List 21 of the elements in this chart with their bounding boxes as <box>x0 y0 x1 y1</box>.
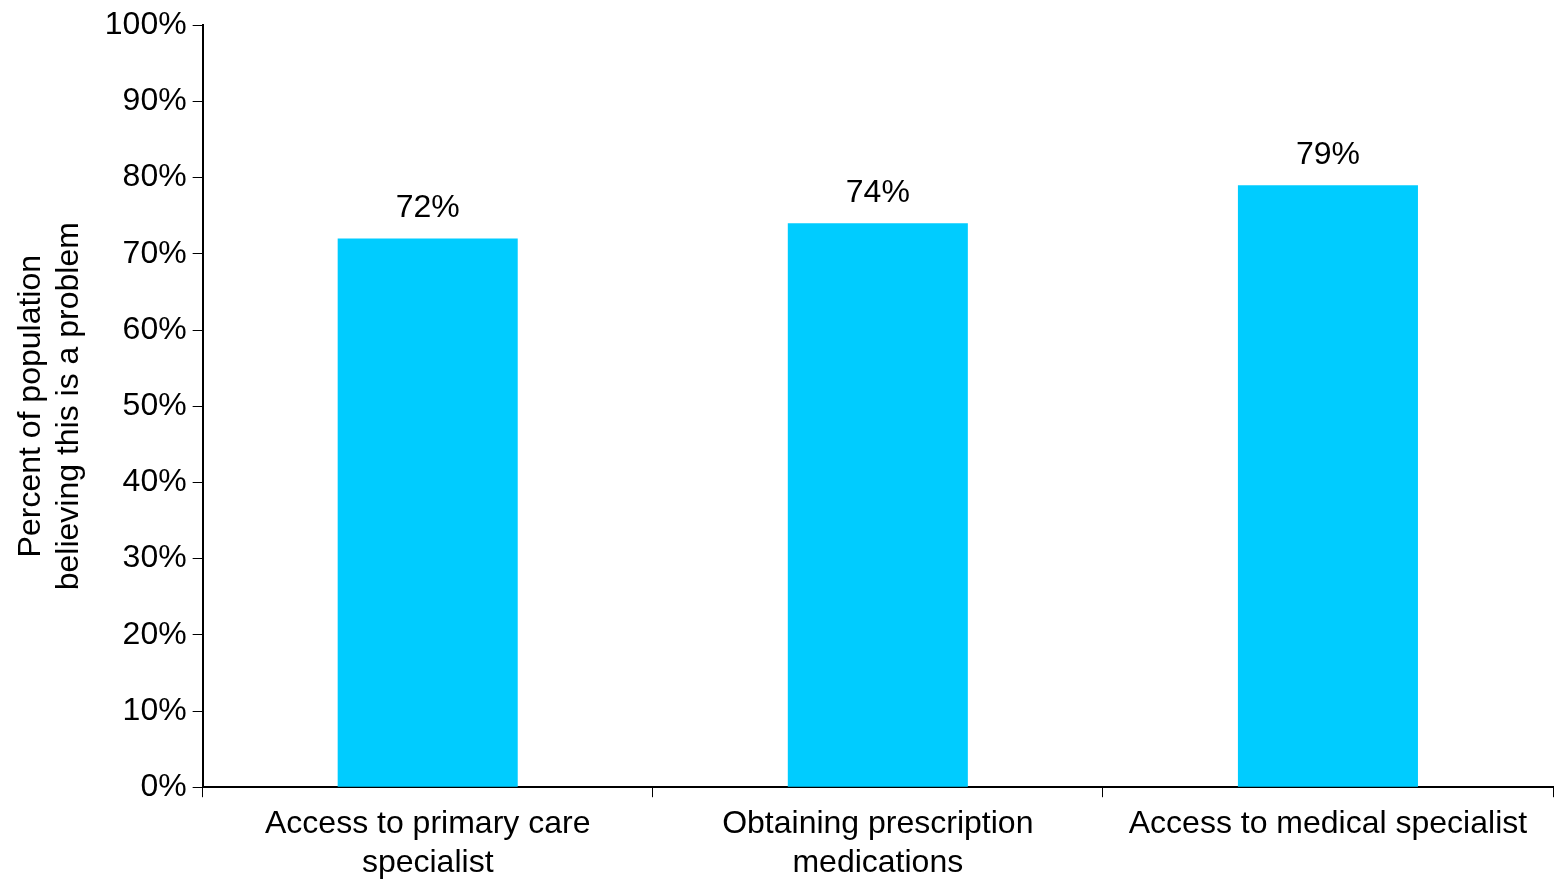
bar <box>1237 185 1418 787</box>
bar <box>337 238 518 787</box>
y-tick-label: 80% <box>122 157 187 194</box>
y-tick-label: 70% <box>122 233 187 270</box>
data-label: 79% <box>1295 135 1360 172</box>
y-tick-label: 60% <box>122 309 187 346</box>
y-tick-label: 50% <box>122 386 187 423</box>
y-tick-label: 30% <box>122 538 187 575</box>
y-tick-label: 100% <box>104 5 187 42</box>
y-tick-label: 0% <box>140 767 187 804</box>
y-tick-label: 20% <box>122 614 187 651</box>
x-tick-label: Obtaining prescription medications <box>722 804 1034 879</box>
y-tick-label: 10% <box>122 690 187 727</box>
data-label: 74% <box>845 173 910 210</box>
y-axis-title: Percent of population believing this is a problem <box>11 222 86 591</box>
data-label: 72% <box>395 188 460 225</box>
x-tick-label: Access to medical specialist <box>1128 804 1528 841</box>
bar <box>787 223 968 787</box>
x-tick-label: Access to primary care specialist <box>264 804 591 879</box>
y-tick-label: 40% <box>122 462 187 499</box>
y-tick-label: 90% <box>122 81 187 118</box>
